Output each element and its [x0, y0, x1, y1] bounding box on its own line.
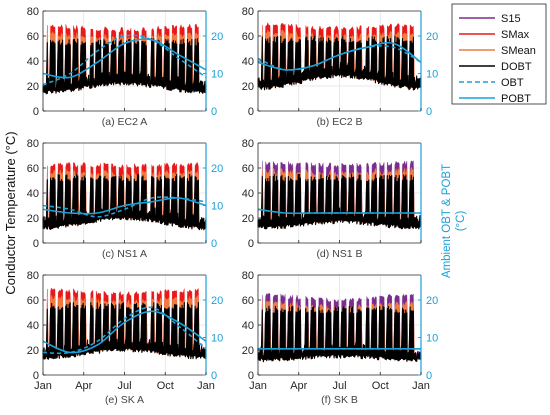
- panel-caption: (e) SK A: [105, 394, 144, 406]
- left-tick-label: 0: [33, 106, 39, 118]
- x-tick-label: Oct: [372, 380, 389, 392]
- x-tick-label: Jan: [412, 380, 430, 392]
- left-tick-label: 80: [27, 270, 39, 282]
- left-tick-label: 40: [242, 56, 254, 68]
- panel-ec2b: 0 20 40 60 80 0 10 20 (b) EC2 B: [242, 6, 439, 128]
- left-tick-label: 0: [33, 370, 39, 382]
- left-tick-label: 80: [242, 138, 254, 150]
- x-tick-label: Jan: [34, 380, 52, 392]
- series-pobt-line: [257, 41, 422, 71]
- left-tick-label: 80: [242, 270, 254, 282]
- panel-caption: (c) NS1 A: [102, 248, 147, 260]
- legend-entry-pobt: POBT: [459, 93, 531, 105]
- series-dobt-line: [257, 305, 422, 363]
- series-pobt-line: [42, 310, 207, 354]
- legend-label: S15: [501, 13, 521, 25]
- left-tick-label: 80: [27, 6, 39, 18]
- right-tick-label: 20: [211, 295, 223, 307]
- legend-entry-smax: SMax: [459, 29, 530, 41]
- left-tick-label: 80: [27, 138, 39, 150]
- right-tick-label: 10: [211, 333, 223, 345]
- legend-label: SMean: [501, 45, 536, 57]
- series-dobt-line: [257, 173, 422, 230]
- right-tick-label: 20: [426, 295, 438, 307]
- series-dobt-line: [42, 301, 207, 360]
- x-tick-label: Jul: [332, 380, 346, 392]
- left-tick-label: 40: [242, 188, 254, 200]
- left-tick-label: 40: [242, 320, 254, 332]
- right-tick-label: 10: [426, 69, 438, 81]
- panel-caption: (d) NS1 B: [316, 248, 362, 260]
- series-dobt-line: [42, 38, 207, 95]
- legend: S15 SMax SMean DOBT OBT POBT: [451, 3, 547, 105]
- left-tick-label: 20: [242, 213, 254, 225]
- legend-label: DOBT: [501, 61, 532, 73]
- left-tick-label: 80: [242, 6, 254, 18]
- series-pobt-line: [257, 208, 421, 215]
- right-tick-label: 20: [426, 31, 438, 43]
- series-obt-line: [42, 34, 207, 86]
- panel-ska: 0 20 40 60 80 0 10 20 Jan Apr Jul Oct Jan (e) SK A: [27, 270, 224, 406]
- right-tick-label: 20: [211, 163, 223, 175]
- right-tick-label: 10: [211, 69, 223, 81]
- left-tick-label: 20: [242, 81, 254, 93]
- left-tick-label: 60: [242, 163, 254, 175]
- left-tick-label: 20: [242, 345, 254, 357]
- right-y-axis-label-line2: (°C): [455, 211, 467, 232]
- panel-caption: (f) SK B: [321, 394, 358, 406]
- x-tick-label: Jul: [117, 380, 131, 392]
- x-tick-label: Jan: [249, 380, 267, 392]
- series-pobt-line: [42, 197, 207, 215]
- right-tick-label: 10: [426, 333, 438, 345]
- left-y-axis-label: Conductor Temperature (°C): [3, 131, 18, 294]
- left-tick-label: 0: [248, 370, 254, 382]
- legend-entry-obt: OBT: [459, 77, 524, 89]
- legend-label: SMax: [501, 29, 530, 41]
- left-tick-label: 0: [248, 106, 254, 118]
- x-tick-label: Apr: [290, 380, 307, 392]
- panel-ec2a: 0 20 40 60 80 0 10 20 (a) EC2 A: [27, 6, 224, 128]
- legend-box: [451, 3, 547, 105]
- left-tick-label: 20: [27, 345, 39, 357]
- series-dobt-line: [257, 35, 422, 91]
- right-tick-label: 20: [211, 31, 223, 43]
- panel-caption: (b) EC2 B: [316, 116, 362, 128]
- left-tick-label: 60: [27, 295, 39, 307]
- legend-entry-smean: SMean: [459, 45, 536, 57]
- right-tick-label: 0: [211, 238, 217, 250]
- series-dobt-line: [42, 173, 207, 231]
- series-obt-line: [42, 306, 207, 355]
- legend-label: OBT: [501, 77, 524, 89]
- left-tick-label: 40: [27, 56, 39, 68]
- series-pobt-line: [42, 38, 207, 79]
- left-tick-label: 60: [242, 31, 254, 43]
- left-tick-label: 0: [33, 238, 39, 250]
- left-tick-label: 0: [248, 238, 254, 250]
- x-tick-label: Apr: [75, 380, 92, 392]
- x-tick-label: Oct: [157, 380, 174, 392]
- right-tick-label: 0: [426, 106, 432, 118]
- right-tick-label: 0: [211, 370, 217, 382]
- panel-skb: 0 20 40 60 80 0 10 20 Jan Apr Jul Oct Jan (f) SK B: [242, 270, 439, 406]
- left-tick-label: 60: [27, 163, 39, 175]
- left-tick-label: 20: [27, 213, 39, 225]
- right-tick-label: 0: [426, 370, 432, 382]
- panel-ns1a: 0 20 40 60 80 0 10 20 (c) NS1 A: [27, 138, 224, 260]
- left-tick-label: 40: [27, 188, 39, 200]
- legend-label: POBT: [501, 93, 531, 105]
- left-tick-label: 60: [242, 295, 254, 307]
- panel-caption: (a) EC2 A: [102, 116, 148, 128]
- left-tick-label: 60: [27, 31, 39, 43]
- legend-entry-dobt: DOBT: [459, 61, 532, 73]
- panel-ns1b: 0 20 40 60 80 (d) NS1 B: [242, 138, 422, 260]
- right-tick-label: 10: [211, 201, 223, 213]
- left-tick-label: 20: [27, 81, 39, 93]
- right-tick-label: 0: [211, 106, 217, 118]
- x-tick-label: Jan: [197, 380, 215, 392]
- legend-entry-s15: S15: [459, 13, 521, 25]
- right-y-axis-label-line1: Ambient OBT & POBT: [441, 164, 453, 278]
- left-tick-label: 40: [27, 320, 39, 332]
